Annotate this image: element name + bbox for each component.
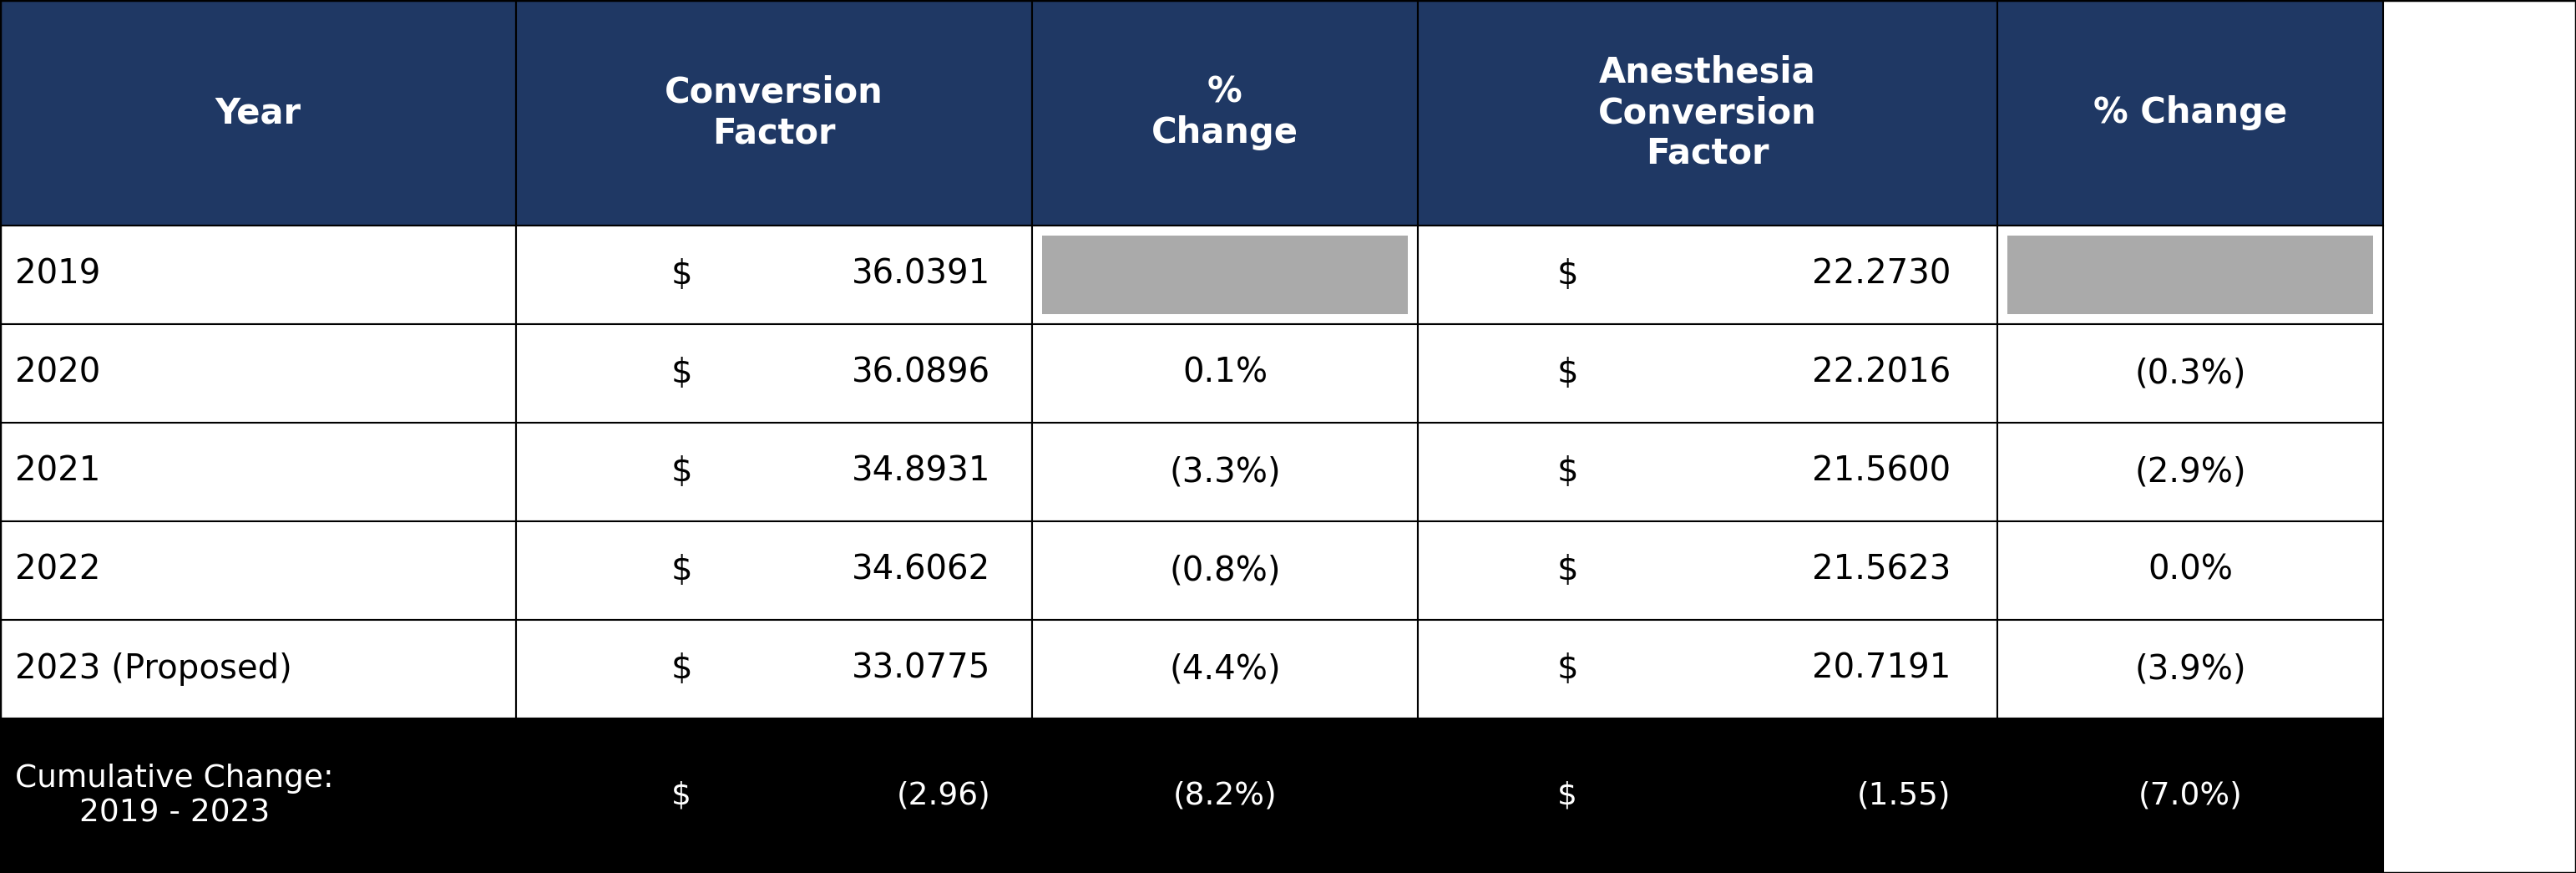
Bar	[1417, 225, 1996, 324]
Text: 36.0896: 36.0896	[853, 357, 992, 390]
Text: 21.5600: 21.5600	[1814, 456, 1950, 489]
Bar	[515, 521, 1033, 620]
Text: (7.0%): (7.0%)	[2138, 780, 2241, 811]
Bar	[1417, 0, 1996, 225]
Bar	[1996, 225, 2383, 324]
Text: $: $	[1556, 553, 1579, 588]
Text: $: $	[1556, 456, 1579, 489]
Text: (0.3%): (0.3%)	[2136, 357, 2246, 390]
Bar	[1996, 718, 2383, 873]
Bar	[1043, 236, 1409, 314]
Text: $: $	[670, 780, 690, 811]
Text: $: $	[670, 652, 693, 686]
Text: 22.2016: 22.2016	[1811, 357, 1950, 390]
Bar	[1996, 620, 2383, 718]
Text: 22.2730: 22.2730	[1811, 258, 1950, 292]
Text: (3.9%): (3.9%)	[2136, 652, 2246, 686]
Bar	[1417, 324, 1996, 423]
Text: 34.6062: 34.6062	[853, 553, 992, 588]
Bar	[0, 521, 515, 620]
Text: (0.8%): (0.8%)	[1170, 553, 1280, 588]
Text: Cumulative Change:
2019 - 2023: Cumulative Change: 2019 - 2023	[15, 763, 335, 828]
Text: 2020: 2020	[15, 357, 100, 390]
Text: Anesthesia
Conversion
Factor: Anesthesia Conversion Factor	[1597, 55, 1816, 171]
Bar	[1033, 620, 1417, 718]
Text: $: $	[670, 456, 693, 489]
Bar	[2007, 236, 2372, 314]
Text: Year: Year	[214, 95, 301, 130]
Text: 2021: 2021	[15, 456, 100, 489]
Text: 0.0%: 0.0%	[2148, 553, 2233, 588]
Text: (1.55): (1.55)	[1857, 780, 1950, 811]
Bar	[1033, 324, 1417, 423]
Text: 2022: 2022	[15, 553, 100, 588]
Bar	[1996, 423, 2383, 521]
Bar	[1417, 521, 1996, 620]
Bar	[1417, 620, 1996, 718]
Text: $: $	[670, 258, 693, 292]
Text: Conversion
Factor: Conversion Factor	[665, 75, 884, 151]
Text: %
Change: % Change	[1151, 75, 1298, 151]
Bar	[515, 225, 1033, 324]
Text: (4.4%): (4.4%)	[1170, 652, 1280, 686]
Text: (3.3%): (3.3%)	[1170, 456, 1280, 489]
Text: 34.8931: 34.8931	[853, 456, 992, 489]
Bar	[515, 0, 1033, 225]
Bar	[515, 718, 1033, 873]
Bar	[0, 620, 515, 718]
Bar	[0, 225, 515, 324]
Bar	[1033, 0, 1417, 225]
Text: 21.5623: 21.5623	[1811, 553, 1950, 588]
Bar	[0, 0, 515, 225]
Bar	[1417, 718, 1996, 873]
Bar	[0, 423, 515, 521]
Text: 2019: 2019	[15, 258, 100, 292]
Text: $: $	[670, 553, 693, 588]
Text: 20.7191: 20.7191	[1811, 652, 1950, 686]
Bar	[1996, 324, 2383, 423]
Text: 0.1%: 0.1%	[1182, 357, 1267, 390]
Text: (2.9%): (2.9%)	[2136, 456, 2246, 489]
Bar	[515, 324, 1033, 423]
Text: $: $	[1556, 357, 1579, 390]
Text: $: $	[1556, 652, 1579, 686]
Bar	[1033, 225, 1417, 324]
Bar	[1033, 521, 1417, 620]
Text: (8.2%): (8.2%)	[1172, 780, 1278, 811]
Text: % Change: % Change	[2094, 95, 2287, 130]
Bar	[0, 324, 515, 423]
Text: $: $	[670, 357, 693, 390]
Text: $: $	[1556, 780, 1577, 811]
Text: $: $	[1556, 258, 1579, 292]
Bar	[1033, 718, 1417, 873]
Text: (2.96): (2.96)	[896, 780, 992, 811]
Bar	[1417, 423, 1996, 521]
Text: 36.0391: 36.0391	[853, 258, 992, 292]
Bar	[0, 718, 515, 873]
Bar	[1996, 521, 2383, 620]
Text: 33.0775: 33.0775	[853, 652, 992, 686]
Bar	[1033, 423, 1417, 521]
Bar	[515, 620, 1033, 718]
Text: 2023 (Proposed): 2023 (Proposed)	[15, 652, 291, 686]
Bar	[515, 423, 1033, 521]
Bar	[1996, 0, 2383, 225]
